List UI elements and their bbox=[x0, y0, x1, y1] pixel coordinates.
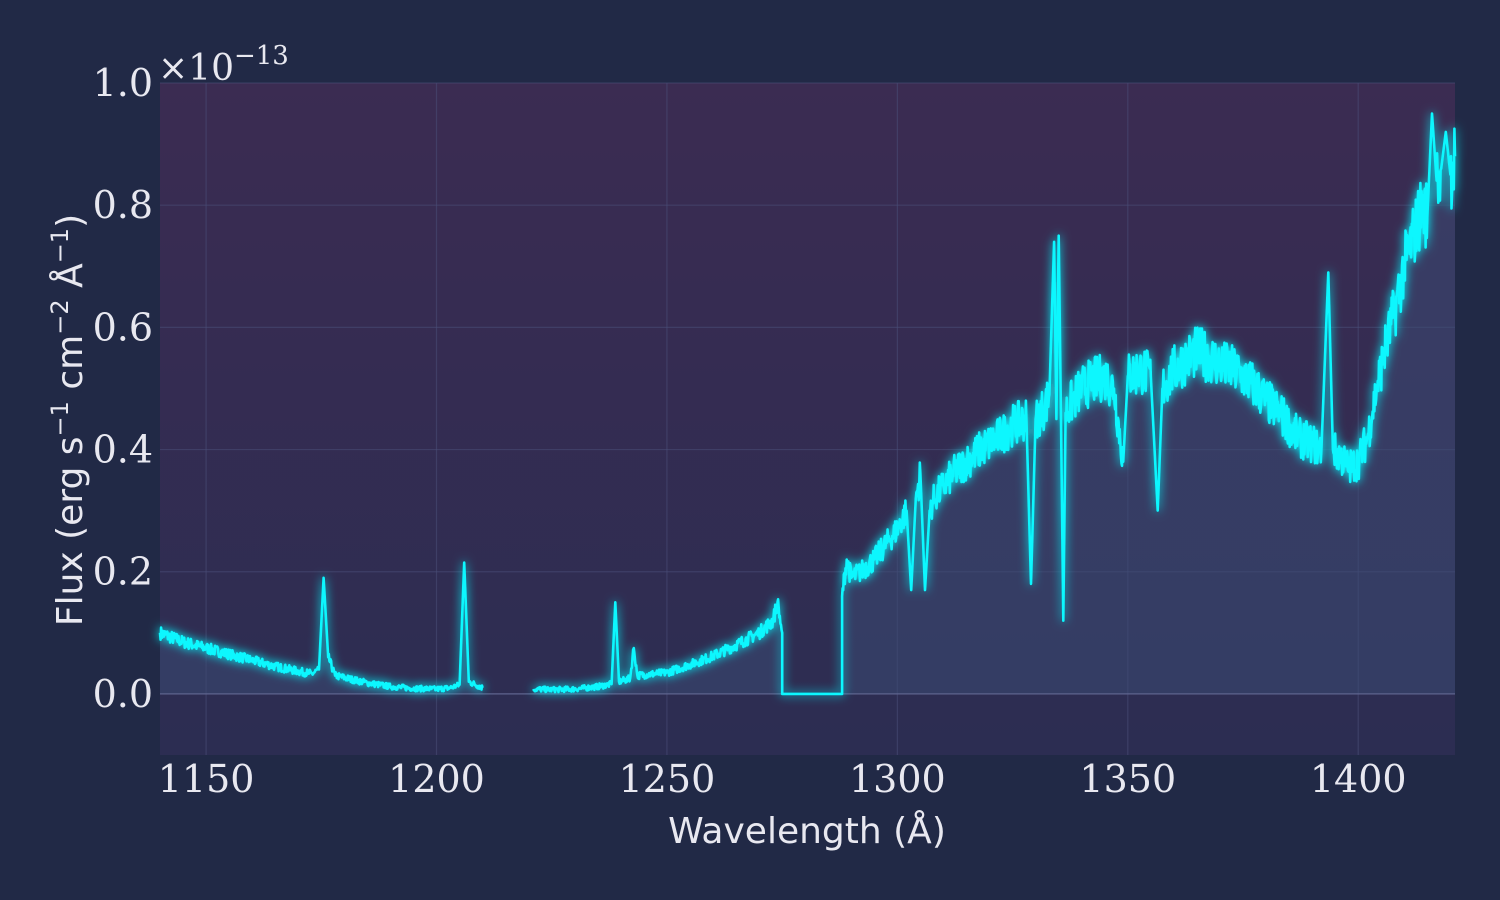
y-tick-label: 0.8 bbox=[93, 183, 153, 227]
x-tick-label: 1300 bbox=[849, 757, 946, 801]
area-fill-segment-b bbox=[533, 113, 1455, 694]
y-axis-label: Flux (erg s−1 cm−2 Å−1) bbox=[46, 214, 91, 626]
y-label-sup1: −1 bbox=[46, 401, 74, 436]
y-tick-label: 1.0 bbox=[93, 61, 153, 105]
exponent-prefix: ×10 bbox=[158, 48, 234, 89]
y-label-sup2: −2 bbox=[46, 299, 74, 334]
x-tick-labels: 1150 1200 1250 1300 1350 1400 bbox=[158, 757, 1407, 801]
exponent-sup: −13 bbox=[234, 41, 289, 71]
spectrum-lines bbox=[158, 112, 1457, 696]
y-tick-labels: 0.0 0.2 0.4 0.6 0.8 1.0 bbox=[93, 61, 153, 716]
x-tick-label: 1400 bbox=[1310, 757, 1407, 801]
x-tick-label: 1250 bbox=[619, 757, 716, 801]
y-label-mid: cm bbox=[50, 335, 91, 401]
spectrum-line-segment-b bbox=[532, 112, 1457, 696]
spectrum-line-segment-a bbox=[158, 561, 484, 693]
y-label-sup3: −1 bbox=[46, 228, 74, 263]
x-axis-label: Wavelength (Å) bbox=[668, 809, 946, 852]
x-tick-label: 1200 bbox=[388, 757, 485, 801]
y-scale-exponent: ×10−13 bbox=[158, 41, 289, 89]
y-label-mid2: Å bbox=[48, 263, 91, 299]
y-tick-label: 0.2 bbox=[93, 550, 153, 594]
y-label-end: ) bbox=[50, 214, 91, 228]
y-tick-label: 0.6 bbox=[93, 305, 153, 349]
y-tick-label: 0.4 bbox=[93, 428, 153, 472]
x-tick-label: 1350 bbox=[1079, 757, 1176, 801]
y-label-base: Flux (erg s bbox=[50, 436, 91, 626]
x-tick-label: 1150 bbox=[158, 757, 255, 801]
y-tick-label: 0.0 bbox=[93, 672, 153, 716]
